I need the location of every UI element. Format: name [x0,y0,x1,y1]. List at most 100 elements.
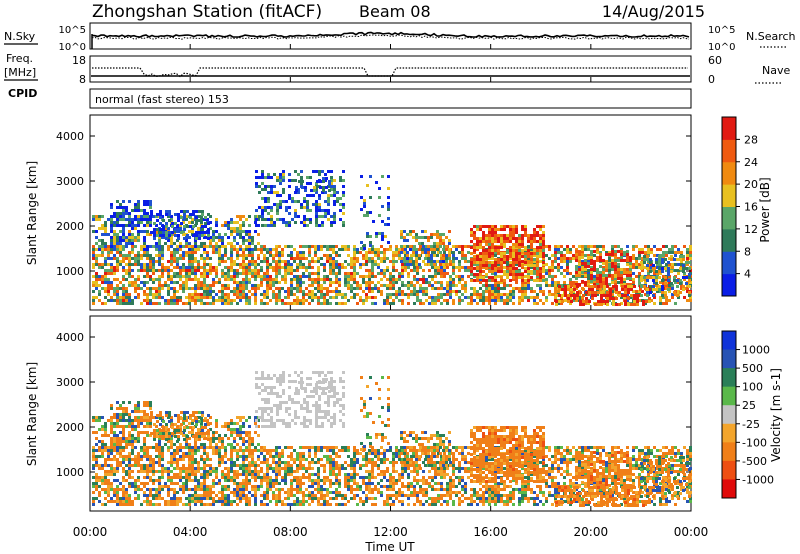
heatmap-cell [179,455,182,458]
heatmap-cell [158,302,161,305]
heatmap-cell [164,227,167,230]
heatmap-cell [224,488,227,491]
heatmap-cell [224,293,227,296]
heatmap-cell [239,491,242,494]
heatmap-cell [209,503,212,506]
heatmap-cell [203,287,206,290]
heatmap-cell [387,202,390,205]
heatmap-cell [201,234,204,237]
heatmap-cell [400,245,403,248]
heatmap-cell [119,299,122,302]
heatmap-cell [539,243,542,246]
heatmap-cell [191,452,194,455]
heatmap-cell [494,254,497,257]
heatmap-cell [113,215,116,218]
heatmap-cell [224,473,227,476]
heatmap-cell [264,176,267,179]
heatmap-cell [668,248,671,251]
heatmap-cell [434,281,437,284]
heatmap-cell [174,228,177,231]
heatmap-cell [110,221,113,224]
heatmap-cell [230,299,233,302]
heatmap-cell [575,259,578,262]
heatmap-cell [242,461,245,464]
heatmap-cell [110,485,113,488]
heatmap-cell [95,260,98,263]
heatmap-cell [290,254,293,257]
heatmap-cell [383,260,386,263]
heatmap-cell [377,281,380,284]
heatmap-cell [594,294,597,297]
heatmap-cell [664,282,667,285]
heatmap-cell [254,503,257,506]
heatmap-cell [521,266,524,269]
heatmap-cell [512,228,515,231]
heatmap-cell [95,461,98,464]
heatmap-cell [128,281,131,284]
heatmap-cell [203,284,206,287]
heatmap-cell [359,251,362,254]
heatmap-cell [206,458,209,461]
heatmap-cell [530,248,533,251]
heatmap-cell [643,255,646,258]
heatmap-cell [134,203,137,206]
heatmap-cell [473,234,476,237]
heatmap-cell [92,467,95,470]
heatmap-cell [167,467,170,470]
heatmap-cell [449,275,452,278]
heatmap-cell [303,215,306,218]
heatmap-cell [264,224,267,227]
heatmap-cell [236,242,239,245]
heatmap-cell [479,246,482,249]
heatmap-cell [224,266,227,269]
heatmap-cell [590,250,593,253]
heatmap-cell [416,272,419,275]
heatmap-cell [188,251,191,254]
heatmap-cell [110,470,113,473]
heatmap-cell [200,458,203,461]
heatmap-cell [512,249,515,252]
heatmap-cell [194,284,197,287]
heatmap-cell [371,296,374,299]
heatmap-cell [171,225,174,228]
heatmap-cell [183,216,186,219]
heatmap-cell [584,268,587,271]
heatmap-cell [353,254,356,257]
heatmap-cell [342,194,345,197]
heatmap-cell [134,257,137,260]
heatmap-cell [194,458,197,461]
heatmap-cell [233,473,236,476]
heatmap-cell [542,255,545,258]
heatmap-cell [266,452,269,455]
heatmap-cell [458,296,461,299]
noise-left-tick-top: 10^5 [59,25,86,36]
heatmap-cell [176,467,179,470]
heatmap-cell [320,293,323,296]
heatmap-cell [533,254,536,257]
heatmap-cell [506,302,509,305]
heatmap-cell [629,259,632,262]
heatmap-cell [464,290,467,293]
heatmap-cell [662,245,665,248]
heatmap-cell [682,267,685,270]
heatmap-cell [424,257,427,260]
heatmap-cell [263,290,266,293]
heatmap-cell [533,252,536,255]
heatmap-cell [599,277,602,280]
heatmap-cell [413,302,416,305]
heatmap-cell [116,302,119,305]
heatmap-cell [155,302,158,305]
heatmap-cell [294,179,297,182]
heatmap-cell [380,269,383,272]
heatmap-cell [576,297,579,300]
heatmap-cell [215,248,218,251]
heatmap-cell [195,234,198,237]
heatmap-cell [296,254,299,257]
heatmap-cell [398,254,401,257]
heatmap-cell [317,278,320,281]
heatmap-cell [116,224,119,227]
heatmap-cell [569,260,572,263]
heatmap-cell [527,257,530,260]
heatmap-cell [440,257,443,260]
heatmap-cell [155,293,158,296]
